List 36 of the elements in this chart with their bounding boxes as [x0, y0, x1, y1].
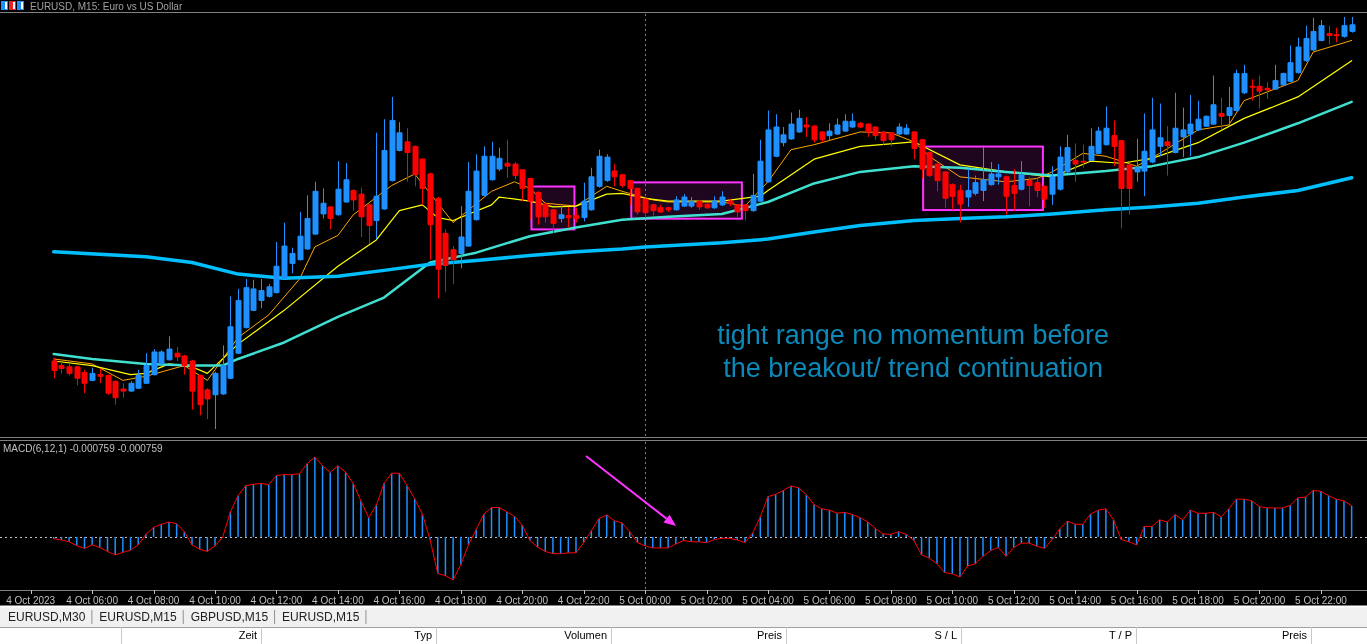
- x-tick-label: 5 Oct 16:00: [1110, 595, 1163, 606]
- x-tick-label: 4 Oct 22:00: [557, 595, 610, 606]
- x-tick-label: 4 Oct 12:00: [250, 595, 303, 606]
- category-label: Preis: [1281, 629, 1308, 641]
- x-tick-label: 5 Oct 08:00: [865, 595, 918, 606]
- text: EURUSD,M15: [99, 610, 178, 624]
- x-tick-label: 5 Oct 06:00: [803, 595, 856, 606]
- text: EURUSD,M30: [8, 610, 86, 624]
- x-tick-label: 4 Oct 16:00: [373, 595, 426, 606]
- x-tick-label: 4 Oct 14:00: [312, 595, 365, 606]
- x-tick-label: 4 Oct 10:00: [189, 595, 242, 606]
- x-tick-label: 5 Oct 00:00: [619, 595, 672, 606]
- x-tick-label: 4 Oct 18:00: [434, 595, 488, 606]
- chart-title: EURUSD, M15: Euro vs US Dollar: [30, 1, 183, 12]
- x-tick-label: 5 Oct 10:00: [926, 595, 979, 606]
- x-tick-label: 5 Oct 12:00: [987, 595, 1041, 606]
- annotation: tight range no momentum before the breakout/ trend continuation: [717, 319, 1110, 383]
- category-label: Typ: [414, 629, 432, 641]
- chart-title: MACD(6,12,1) -0.000759 -0.000759: [3, 443, 163, 454]
- x-tick-label: 5 Oct 20:00: [1233, 595, 1286, 606]
- category-label: S / L: [934, 629, 957, 641]
- x-tick-label: 5 Oct 22:00: [1295, 595, 1348, 606]
- text: EURUSD,M15: [282, 610, 360, 624]
- category-label: Zeit: [238, 629, 257, 641]
- x-tick-label: 4 Oct 06:00: [66, 595, 119, 606]
- x-tick-label: 4 Oct 08:00: [127, 595, 180, 606]
- x-tick-label: 5 Oct 14:00: [1049, 595, 1102, 606]
- text: GBPUSD,M15: [190, 610, 269, 624]
- x-tick-label: 5 Oct 04:00: [742, 595, 795, 606]
- x-tick-label: 4 Oct 20:00: [496, 595, 549, 606]
- category-label: Volumen: [564, 629, 607, 641]
- x-tick-label: 5 Oct 18:00: [1172, 595, 1225, 606]
- category-label: T / P: [1108, 629, 1132, 641]
- x-tick-label: 5 Oct 02:00: [680, 595, 733, 606]
- x-tick-label: 4 Oct 2023: [6, 595, 56, 606]
- category-label: Preis: [756, 629, 783, 641]
